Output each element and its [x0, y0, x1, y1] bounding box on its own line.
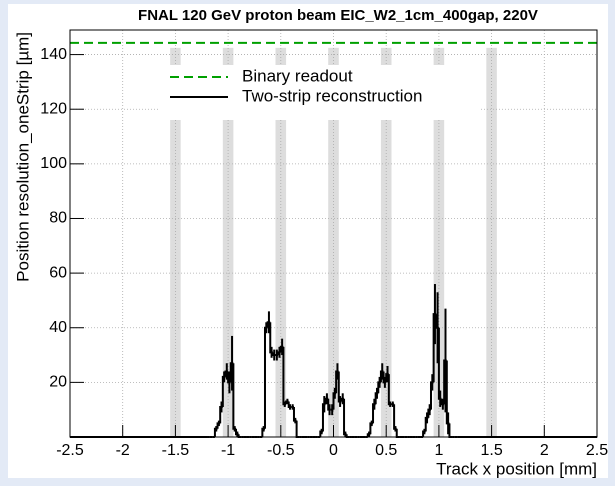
legend-label: Two-strip reconstruction [242, 86, 422, 105]
strip-band [433, 47, 445, 437]
x-tick-label: -1.5 [162, 442, 190, 459]
strip-band [328, 47, 339, 437]
chart-title: FNAL 120 GeV proton beam EIC_W2_1cm_400g… [138, 7, 538, 24]
strip-band [486, 47, 497, 437]
x-tick-label: 2 [540, 442, 549, 459]
plot-frame [69, 29, 598, 438]
x-tick-label: -2.5 [56, 442, 84, 459]
x-tick-label: 2.5 [586, 442, 608, 459]
y-axis-label: Position resolution_oneStrip [µm] [13, 32, 32, 282]
x-tick-label: -1 [221, 442, 235, 459]
strip-band [380, 47, 392, 437]
x-tick-label: -0.5 [267, 442, 295, 459]
x-tick-label: 0 [329, 442, 338, 459]
y-tick-label: 120 [40, 100, 67, 117]
x-tick-label: 1.5 [480, 442, 502, 459]
y-tick-label: 20 [49, 374, 67, 391]
y-tick-label: 100 [40, 155, 67, 172]
x-tick-label: 1 [434, 442, 443, 459]
y-tick-label: 60 [49, 264, 67, 281]
x-tick-label: -2 [116, 442, 130, 459]
strip-band [275, 47, 287, 437]
x-axis-label: Track x position [mm] [436, 459, 597, 478]
x-tick-label: 0.5 [375, 442, 397, 459]
legend-box [160, 65, 480, 120]
y-tick-label: 140 [40, 46, 67, 63]
y-tick-label: 80 [49, 210, 67, 227]
y-tick-label: 40 [49, 319, 67, 336]
strip-band [170, 47, 181, 437]
strip-band [222, 47, 234, 437]
legend-label: Binary readout [242, 66, 353, 85]
